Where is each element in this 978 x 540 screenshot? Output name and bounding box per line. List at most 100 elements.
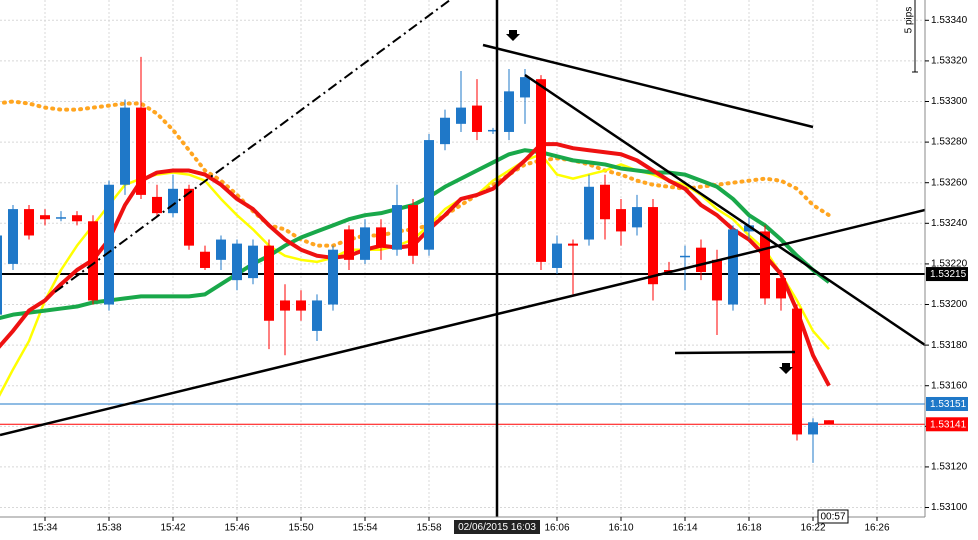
y-tick-label: 1.53180 <box>931 340 968 351</box>
candle-body <box>200 251 210 268</box>
y-tick-label: 1.53260 <box>931 177 968 188</box>
candle-body <box>136 107 146 195</box>
crosshair-label-box <box>454 520 540 534</box>
y-tick-label: 1.53220 <box>931 259 968 270</box>
x-tick-label: 15:58 <box>416 523 441 534</box>
candle-body <box>0 235 2 315</box>
candle-body <box>248 245 258 279</box>
price-label: 1.53141 <box>930 419 967 430</box>
candle-body <box>392 205 402 250</box>
candle-body <box>824 420 834 425</box>
drawings <box>0 0 925 517</box>
x-tick-label: 16:10 <box>608 523 633 534</box>
x-tick-label: 15:46 <box>224 523 249 534</box>
candle-body <box>296 300 306 311</box>
candle-body <box>632 207 642 228</box>
candle-body <box>808 422 818 435</box>
x-tick-label: 16:14 <box>672 523 697 534</box>
candle-body <box>8 209 18 264</box>
y-tick-label: 1.53240 <box>931 218 968 229</box>
scale-label: 5 pips <box>904 7 915 34</box>
candle-body <box>600 184 610 220</box>
x-tick-label: 15:38 <box>96 523 121 534</box>
candle-body <box>280 300 290 311</box>
trend-line <box>482 43 814 129</box>
x-tick-label: 15:42 <box>160 523 185 534</box>
candle-body <box>56 217 66 219</box>
arrow-down <box>506 30 520 41</box>
candle-body <box>712 259 722 301</box>
candle-body <box>376 227 386 248</box>
candle-body <box>184 188 194 246</box>
candle-body <box>264 245 274 321</box>
candle-body <box>536 79 546 262</box>
candle-body <box>504 91 514 132</box>
candle-body <box>456 107 466 124</box>
price-label-box <box>926 267 968 282</box>
crosshair-label: 02/06/2015 16:03 <box>458 522 536 533</box>
price-label: 1.53215 <box>930 269 967 280</box>
y-tick-label: 1.53280 <box>931 137 968 148</box>
candle-body <box>792 308 802 435</box>
y-tick-label: 1.53120 <box>931 462 968 473</box>
x-tick-label: 16:26 <box>864 523 889 534</box>
candle-body <box>424 140 434 250</box>
candle-body <box>584 186 594 240</box>
candle-body <box>104 184 114 305</box>
candle-body <box>552 243 562 268</box>
y-tick-label: 1.53320 <box>931 56 968 67</box>
candle-body <box>312 300 322 331</box>
candle-body <box>488 129 498 132</box>
countdown-box <box>817 509 849 524</box>
candle-body <box>168 188 178 214</box>
candle-body <box>760 231 770 299</box>
candle-body <box>440 117 450 145</box>
trend-line <box>524 73 925 347</box>
candle-body <box>744 225 754 232</box>
x-tick-label: 16:22 <box>800 523 825 534</box>
y-tick-label: 1.53300 <box>931 96 968 107</box>
candle-body <box>680 255 690 258</box>
labels: 02/06/2015 16:03 00:57 1.53215 1.53151 1.5… <box>454 267 968 534</box>
candle-body <box>776 278 786 299</box>
candle-body <box>408 205 418 256</box>
candle-body <box>568 243 578 246</box>
candle-body <box>472 105 482 132</box>
candle-body <box>88 221 98 301</box>
candle-body <box>24 209 34 236</box>
x-tick-label: 15:54 <box>352 523 377 534</box>
y-tick-label: 1.53200 <box>931 299 968 310</box>
candle-body <box>616 209 626 232</box>
x-tick-label: 15:50 <box>288 523 313 534</box>
arrow-down <box>779 363 793 374</box>
candle-body <box>360 227 370 260</box>
candle-body <box>328 249 338 305</box>
candle-body <box>72 215 82 222</box>
y-tick-label: 1.53100 <box>931 502 968 513</box>
candle-body <box>696 247 706 273</box>
candle-body <box>520 77 530 98</box>
candle-body <box>152 196 162 214</box>
candle-body <box>216 239 226 260</box>
plot-area <box>0 56 925 463</box>
trend-line <box>54 0 451 293</box>
candle-body <box>728 229 738 305</box>
x-tick-label: 15:34 <box>32 523 57 534</box>
y-tick-label: 1.53340 <box>931 15 968 26</box>
y-tick-label: 1.53160 <box>931 380 968 391</box>
candle-body <box>232 243 242 281</box>
countdown: 00:57 <box>820 512 845 523</box>
level-line <box>674 350 796 355</box>
price-label-box <box>926 417 968 432</box>
candle-body <box>648 207 658 285</box>
candle-body <box>120 107 130 185</box>
trend-line <box>0 208 925 437</box>
axes: 5 pips 1.531001.531201.531401.531601.531… <box>0 0 968 534</box>
candle-body <box>40 215 50 220</box>
x-tick-label: 16:18 <box>736 523 761 534</box>
price-label-box <box>926 396 968 411</box>
price-label: 1.53151 <box>930 399 967 410</box>
